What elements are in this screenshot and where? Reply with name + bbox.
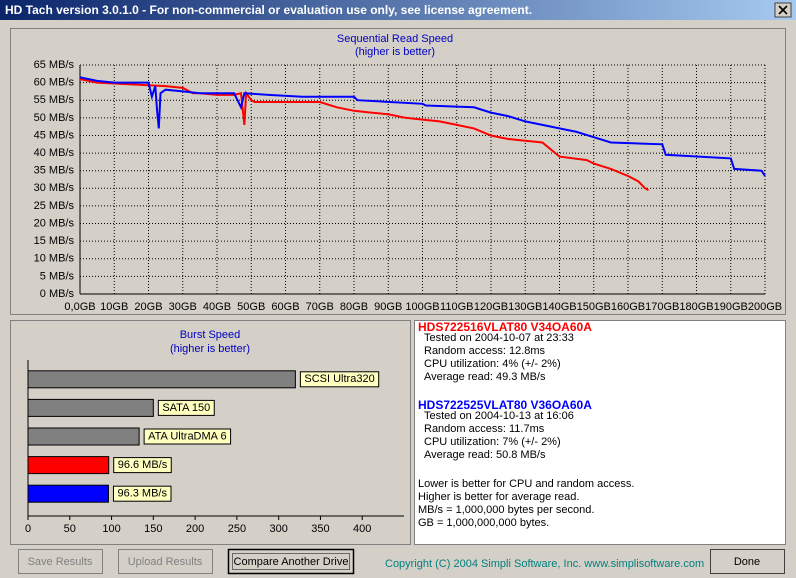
bar (27, 398, 154, 417)
chart-subtitle: (higher is better) (355, 46, 435, 58)
bar-label-box (157, 399, 215, 416)
x-tick-label: 100 (102, 523, 120, 535)
note: GB = 1,000,000,000 bytes. (418, 517, 549, 529)
upload-button[interactable]: Upload Results (118, 549, 213, 574)
chart-title: Burst Speed (180, 329, 241, 341)
y-tick-label: 65 MB/s (34, 59, 75, 71)
x-tick-label: 90GB (374, 301, 402, 313)
bar-label-box (143, 428, 232, 445)
x-tick-label: 100GB (405, 301, 439, 313)
drive-stat: Average read: 50.8 MB/s (424, 449, 546, 461)
x-tick-label: 10GB (100, 301, 128, 313)
x-tick-label: 200GB (748, 301, 782, 313)
y-tick-label: 10 MB/s (34, 253, 75, 265)
x-tick-label: 300 (269, 523, 287, 535)
y-tick-label: 35 MB/s (34, 165, 75, 177)
drive-stat: Random access: 12.8ms (424, 345, 546, 357)
bar (27, 456, 110, 475)
y-tick-label: 20 MB/s (34, 217, 75, 229)
x-tick-label: 140GB (542, 301, 576, 313)
bar (27, 427, 140, 446)
drive-name: HDS722525VLAT80 V36OA60A (418, 398, 592, 412)
save-button[interactable]: Save Results (18, 549, 103, 574)
compare-button[interactable]: Compare Another Drive (227, 548, 355, 575)
y-tick-label: 50 MB/s (34, 112, 75, 124)
drive-name: HDS722516VLAT80 V34OA60A (418, 320, 592, 334)
y-tick-label: 25 MB/s (34, 200, 75, 212)
drive-stat: Random access: 11.7ms (424, 423, 545, 435)
x-tick-label: 70GB (306, 301, 334, 313)
x-tick-label: 350 (311, 523, 329, 535)
button-label: Compare Another Drive (234, 556, 349, 568)
x-tick-label: 180GB (679, 301, 713, 313)
note: Higher is better for average read. (418, 491, 579, 503)
x-tick-label: 0 (25, 523, 31, 535)
bar (27, 484, 109, 503)
x-tick-label: 150 (144, 523, 162, 535)
note: MB/s = 1,000,000 bytes per second. (418, 504, 594, 516)
bar-label-box (113, 457, 172, 474)
x-tick-label: 400 (353, 523, 371, 535)
y-tick-label: 40 MB/s (34, 147, 75, 159)
button-label: Upload Results (128, 556, 203, 568)
y-tick-label: 45 MB/s (34, 129, 75, 141)
info-panel (414, 320, 786, 545)
x-tick-label: 200 (186, 523, 204, 535)
x-tick-label: 60GB (271, 301, 299, 313)
drive-stat: Tested on 2004-10-13 at 16:06 (424, 410, 574, 422)
x-tick-label: 50GB (237, 301, 265, 313)
button-label: Done (734, 556, 760, 568)
y-tick-label: 15 MB/s (34, 235, 75, 247)
bar-value-label: 96.3 MB/s (117, 488, 167, 500)
x-tick-label: 130GB (508, 301, 542, 313)
title-bar (0, 0, 796, 20)
close-button[interactable] (774, 2, 792, 18)
bar-category-label: SCSI Ultra320 (304, 373, 374, 385)
x-tick-label: 80GB (340, 301, 368, 313)
note: Lower is better for CPU and random acces… (418, 478, 634, 490)
x-tick-label: 20GB (134, 301, 162, 313)
bar (27, 370, 296, 389)
y-tick-label: 30 MB/s (34, 182, 75, 194)
x-tick-label: 120GB (474, 301, 508, 313)
x-tick-label: 110GB (440, 301, 473, 313)
x-tick-label: 190GB (714, 301, 748, 313)
x-tick-label: 250 (228, 523, 246, 535)
drive-stat: Average read: 49.3 MB/s (424, 371, 546, 383)
bar-category-label: ATA UltraDMA 6 (148, 430, 226, 442)
x-tick-label: 50 (64, 523, 76, 535)
y-tick-label: 60 MB/s (34, 77, 75, 89)
x-tick-label: 0,0GB (64, 301, 95, 313)
x-tick-label: 40GB (203, 301, 231, 313)
window-title: HD Tach version 3.0.1.0 - For non-commer… (5, 3, 532, 17)
button-label: Save Results (28, 556, 93, 568)
x-tick-label: 170GB (645, 301, 679, 313)
drive-stat: CPU utilization: 4% (+/- 2%) (424, 358, 561, 370)
y-tick-label: 0 MB/s (40, 288, 75, 300)
y-tick-label: 5 MB/s (40, 270, 75, 282)
x-tick-label: 150GB (577, 301, 611, 313)
y-tick-label: 55 MB/s (34, 94, 75, 106)
x-tick-label: 160GB (611, 301, 645, 313)
drive-stat: Tested on 2004-10-07 at 23:33 (424, 332, 574, 344)
x-tick-label: 30GB (169, 301, 197, 313)
bar-category-label: SATA 150 (162, 402, 210, 414)
chart-subtitle: (higher is better) (170, 343, 250, 355)
read-panel (10, 28, 786, 315)
series-line (79, 76, 766, 177)
copyright: Copyright (C) 2004 Simpli Software, Inc.… (385, 558, 704, 570)
chart-title: Sequential Read Speed (337, 33, 453, 45)
done-button[interactable]: Done (710, 549, 785, 574)
bar-value-label: 96.6 MB/s (118, 459, 168, 471)
bar-label-box (112, 485, 172, 502)
drive-stat: CPU utilization: 7% (+/- 2%) (424, 436, 561, 448)
bar-label-box (299, 371, 380, 388)
